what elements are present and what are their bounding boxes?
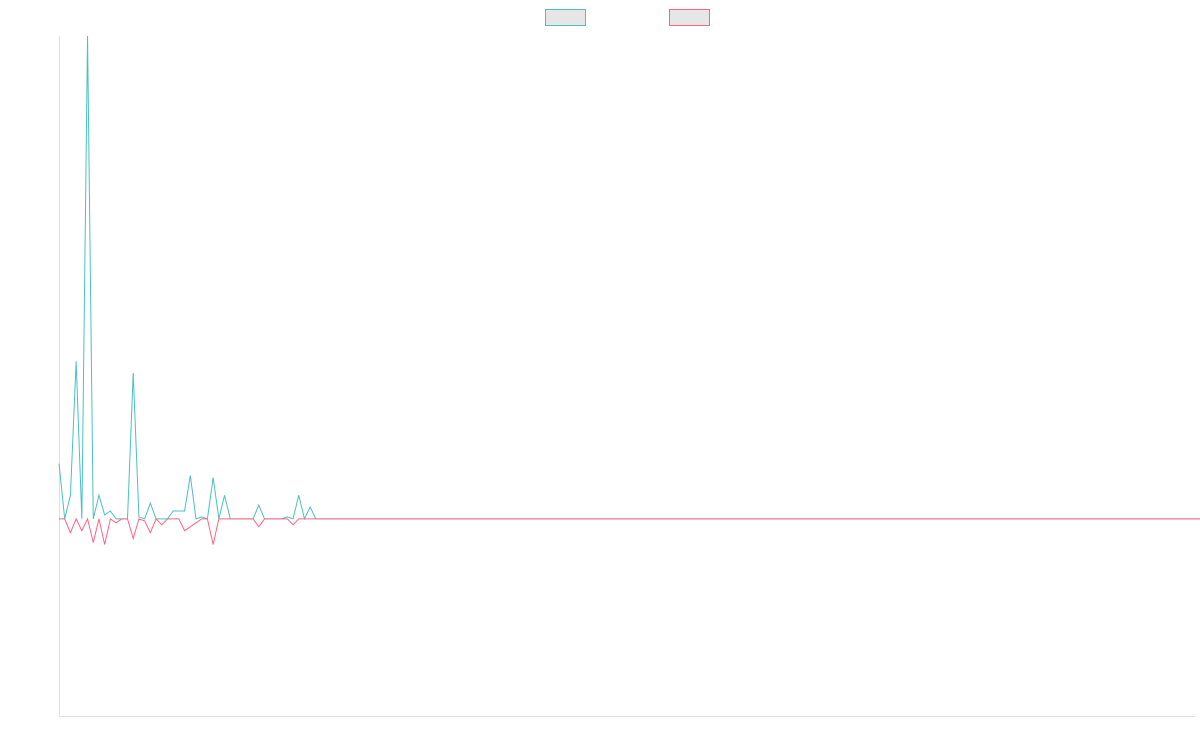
series-layer bbox=[58, 35, 1200, 545]
legend-swatch-2[interactable] bbox=[669, 9, 710, 26]
series-line-1 bbox=[58, 35, 1200, 521]
series-line-2 bbox=[59, 517, 1200, 545]
legend-swatch-1[interactable] bbox=[545, 9, 586, 26]
legend[interactable] bbox=[545, 9, 710, 26]
axes bbox=[59, 36, 1195, 717]
